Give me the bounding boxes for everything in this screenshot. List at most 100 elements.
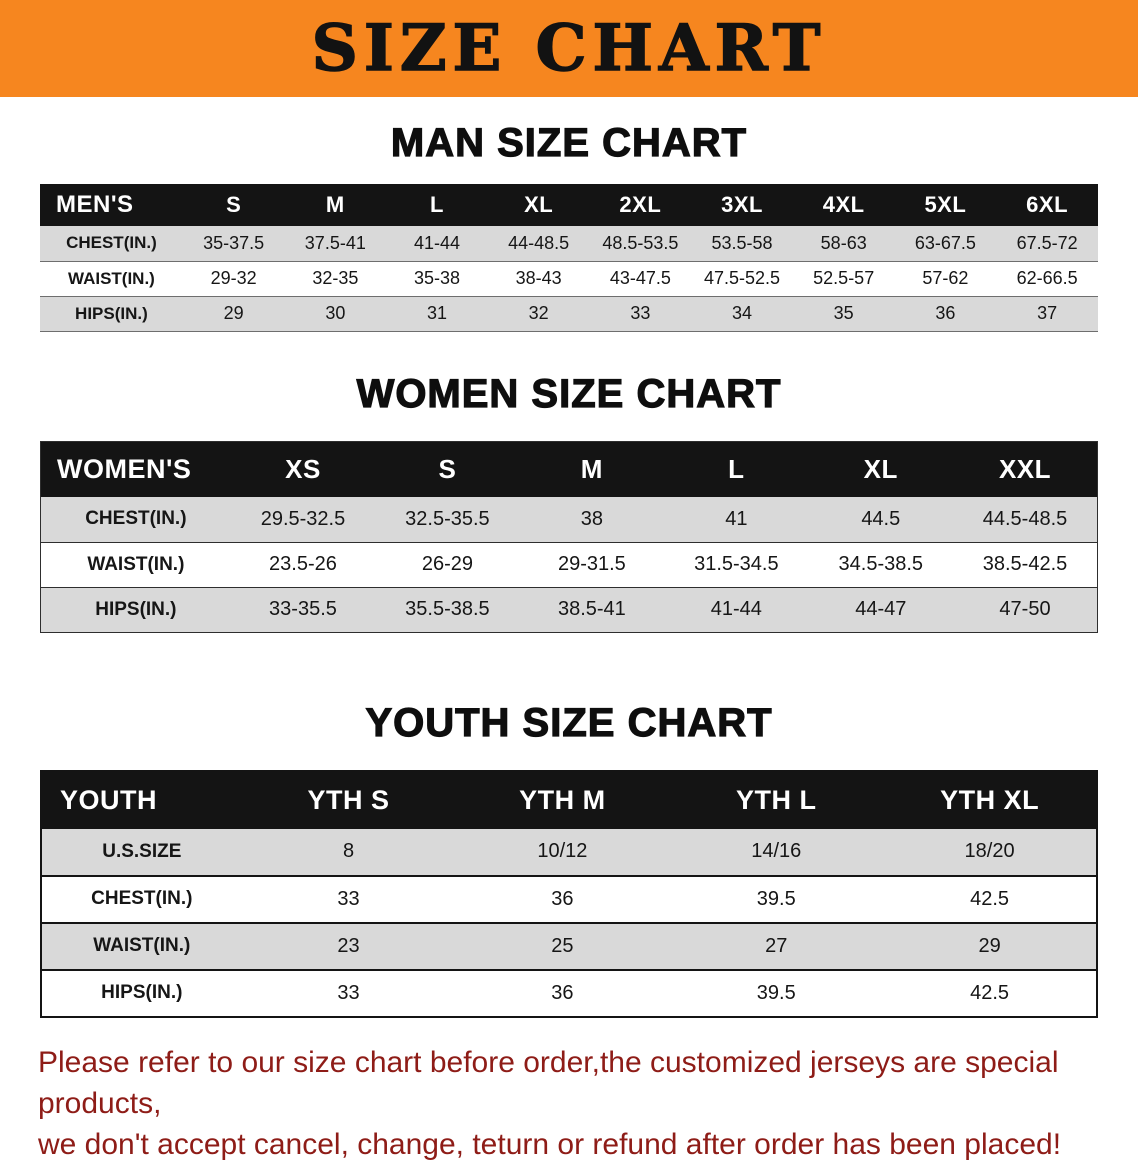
cell-value: 32 <box>528 303 549 323</box>
banner: SIZE CHART <box>0 0 1138 97</box>
cell-value: 38.5-41 <box>557 598 626 620</box>
header-row: YOUTH YTH S YTH M YTH L YTH XL <box>41 770 1097 829</box>
cell-value: 34 <box>732 303 753 323</box>
table-row: CHEST(IN.) 33 36 39.5 42.5 <box>41 875 1097 923</box>
cell-value: 44.5-48.5 <box>982 507 1068 530</box>
men-size-section: MAN SIZE CHART MEN'S S M L XL 2XL 3XL 4XL 5XL 6XL… <box>0 120 1138 332</box>
header-row: MEN'S S M L XL 2XL 3XL 4XL 5XL 6XL <box>40 184 1098 226</box>
youth-size-section: YOUTH SIZE CHART YOUTH YTH S YTH M YTH L YTH… <box>0 700 1138 1018</box>
row-label: HIPS(IN.) <box>75 303 148 323</box>
table-row: U.S.SIZE 8 10/12 14/16 18/20 <box>41 828 1097 876</box>
column-header: YTH S <box>241 770 456 829</box>
cell-value: 18/20 <box>964 840 1015 862</box>
table-row: CHEST(IN.) 29.5-32.5 32.5-35.5 38 41 44.5 44.5… <box>40 497 1098 542</box>
table-row: WAIST(IN.) 29-32 32-35 35-38 38-43 43-47.5 47.… <box>40 261 1098 296</box>
row-label: CHEST(IN.) <box>91 888 193 909</box>
cell-value: 35 <box>833 303 854 323</box>
cell-value: 31 <box>426 303 448 323</box>
table-title-cell: YOUTH <box>41 770 242 829</box>
table-row: HIPS(IN.) 29 30 31 32 33 34 35 36 37 <box>40 296 1098 331</box>
cell-value: 29 <box>223 303 244 323</box>
cell-value: 29.5-32.5 <box>260 507 346 530</box>
women-section-title: WOMEN SIZE CHART <box>356 371 782 416</box>
cell-value: 41-44 <box>710 598 762 620</box>
cell-value: 8 <box>342 840 355 862</box>
cell-value: 48.5-53.5 <box>602 232 679 253</box>
cell-value: 30 <box>325 303 346 323</box>
cell-value: 33 <box>337 887 360 910</box>
cell-value: 10/12 <box>537 840 588 862</box>
cell-value: 35-37.5 <box>203 232 265 253</box>
cell-value: 57-62 <box>922 268 969 288</box>
cell-value: 43-47.5 <box>609 268 671 288</box>
cell-value: 53.5-58 <box>711 232 773 253</box>
cell-value: 44.5 <box>861 507 901 530</box>
cell-value: 35-38 <box>413 268 461 288</box>
table-row: HIPS(IN.) 33-35.5 35.5-38.5 38.5-41 41-44 44-… <box>40 587 1098 632</box>
cell-value: 23 <box>337 934 360 957</box>
cell-value: 29 <box>978 934 1001 957</box>
row-label: HIPS(IN.) <box>95 598 177 620</box>
disclaimer: Please refer to our size chart before or… <box>38 1042 1100 1166</box>
women-size-section: WOMEN SIZE CHART WOMEN'S XS S M L XL XXL CHEST(… <box>0 371 1138 633</box>
cell-value: 44-48.5 <box>508 232 570 253</box>
youth-section-title: YOUTH SIZE CHART <box>365 700 773 745</box>
cell-value: 25 <box>551 934 574 957</box>
men-section-title: MAN SIZE CHART <box>390 120 748 165</box>
cell-value: 47-50 <box>999 598 1051 620</box>
cell-value: 32-35 <box>312 268 359 288</box>
cell-value: 36 <box>551 887 574 910</box>
page-title: SIZE CHART <box>311 10 827 86</box>
cell-value: 42.5 <box>970 887 1010 910</box>
cell-value: 33 <box>630 303 651 323</box>
cell-value: 37.5-41 <box>304 232 366 253</box>
cell-value: 39.5 <box>756 887 796 910</box>
table-row: WAIST(IN.) 23.5-26 26-29 29-31.5 31.5-34.5 34… <box>40 542 1098 587</box>
cell-value: 14/16 <box>751 840 802 862</box>
cell-value: 52.5-57 <box>813 268 875 288</box>
column-header: XXL <box>953 441 1098 497</box>
cell-value: 44-47 <box>855 598 907 620</box>
row-label: HIPS(IN.) <box>101 982 183 1003</box>
cell-value: 63-67.5 <box>914 232 976 253</box>
table-row: WAIST(IN.) 23 25 27 29 <box>41 922 1097 970</box>
disclaimer-line-1: Please refer to our size chart before or… <box>38 1045 1059 1120</box>
row-label: WAIST(IN.) <box>67 268 155 288</box>
cell-value: 38-43 <box>515 268 562 288</box>
column-header: 4XL <box>792 184 895 226</box>
column-header: S <box>375 441 520 497</box>
cell-value: 38 <box>580 507 603 530</box>
column-header: XL <box>487 184 590 226</box>
column-header: YTH M <box>455 770 670 829</box>
cell-value: 67.5-72 <box>1016 232 1078 253</box>
header-row: WOMEN'S XS S M L XL XXL <box>40 441 1098 497</box>
column-header: M <box>284 184 387 226</box>
column-header: 5XL <box>894 184 997 226</box>
disclaimer-line-2: we don't accept cancel, change, teturn o… <box>38 1128 1062 1162</box>
cell-value: 34.5-38.5 <box>838 553 924 575</box>
table-row: HIPS(IN.) 33 36 39.5 42.5 <box>41 969 1097 1017</box>
column-header: XL <box>808 441 954 497</box>
column-header: 2XL <box>589 184 692 226</box>
cell-value: 33 <box>337 981 360 1004</box>
column-header: YTH XL <box>883 770 1097 829</box>
row-label: U.S.SIZE <box>102 840 182 862</box>
content: MAN SIZE CHART MEN'S S M L XL 2XL 3XL 4XL 5XL 6XL… <box>0 120 1138 1018</box>
table-title-cell: WOMEN'S <box>40 441 231 497</box>
cell-value: 27 <box>765 934 788 957</box>
column-header: 6XL <box>996 184 1098 226</box>
cell-value: 38.5-42.5 <box>982 553 1068 575</box>
cell-value: 32.5-35.5 <box>405 507 490 530</box>
table-title-cell: MEN'S <box>40 184 183 226</box>
cell-value: 26-29 <box>421 553 473 575</box>
row-label: WAIST(IN.) <box>93 935 191 956</box>
cell-value: 36 <box>551 981 574 1004</box>
cell-value: 23.5-26 <box>269 553 337 575</box>
cell-value: 29-31.5 <box>557 553 626 575</box>
men-size-table: MEN'S S M L XL 2XL 3XL 4XL 5XL 6XL CHEST(IN.) 35-37… <box>40 184 1098 332</box>
cell-value: 31.5-34.5 <box>694 553 779 575</box>
column-header: S <box>182 184 285 226</box>
row-label: CHEST(IN.) <box>85 508 187 530</box>
cell-value: 36 <box>935 303 956 323</box>
